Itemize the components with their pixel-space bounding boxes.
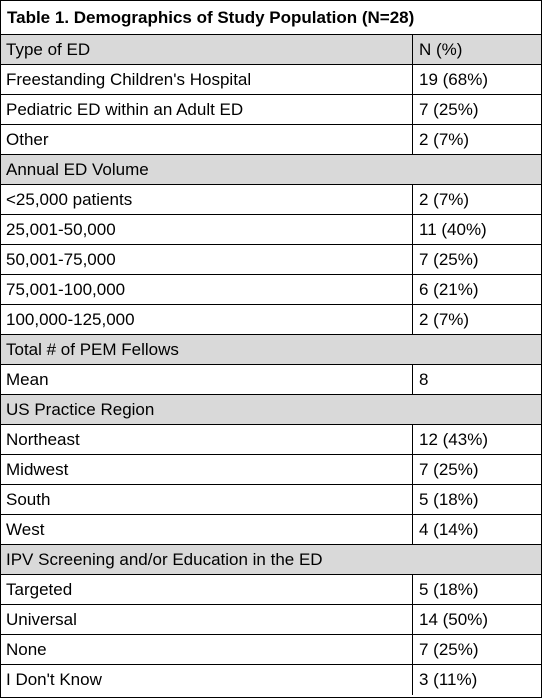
- data-row: Targeted 5 (18%): [1, 575, 541, 605]
- section-heading: Type of ED: [1, 35, 413, 64]
- row-value: 3 (11%): [419, 670, 478, 689]
- row-label: 50,001-75,000: [1, 245, 413, 274]
- empty-cell: [413, 545, 541, 574]
- row-label: Pediatric ED within an Adult ED: [1, 95, 413, 124]
- row-value: 7 (25%): [419, 640, 479, 659]
- row-value: 2 (7%): [419, 130, 470, 149]
- row-label: <25,000 patients: [1, 185, 413, 214]
- row-value: 19 (68%): [419, 70, 488, 89]
- empty-cell: [413, 155, 541, 184]
- row-value: 5 (18%): [419, 490, 479, 509]
- section-heading-row: Total # of PEM Fellows: [1, 335, 541, 365]
- table-body: Type of ED N (%) Freestanding Children's H…: [1, 35, 541, 695]
- row-value: 7 (25%): [419, 460, 479, 479]
- data-row: I Don't Know 3 (11%): [1, 665, 541, 695]
- section-heading: Total # of PEM Fellows: [6, 340, 179, 359]
- row-label: Universal: [1, 605, 413, 634]
- table-title: Table 1. Demographics of Study Populatio…: [1, 1, 541, 35]
- data-row: None 7 (25%): [1, 635, 541, 665]
- data-row: Freestanding Children's Hospital 19 (68%): [1, 65, 541, 95]
- data-row: Other 2 (7%): [1, 125, 541, 155]
- row-value: 7 (25%): [419, 250, 479, 269]
- column-heading: N (%): [419, 40, 463, 59]
- data-row: 75,001-100,000 6 (21%): [1, 275, 541, 305]
- section-heading: US Practice Region: [6, 400, 155, 419]
- section-heading-row: IPV Screening and/or Education in the ED: [1, 545, 541, 575]
- data-row: Pediatric ED within an Adult ED 7 (25%): [1, 95, 541, 125]
- data-row: <25,000 patients 2 (7%): [1, 185, 541, 215]
- data-row: 25,001-50,000 11 (40%): [1, 215, 541, 245]
- row-value: 7 (25%): [419, 100, 479, 119]
- row-label: Freestanding Children's Hospital: [1, 65, 413, 94]
- row-value: 14 (50%): [419, 610, 488, 629]
- data-row: 100,000-125,000 2 (7%): [1, 305, 541, 335]
- row-value: 2 (7%): [419, 310, 470, 329]
- row-label: None: [1, 635, 413, 664]
- section-heading-row: US Practice Region: [1, 395, 541, 425]
- row-value: 5 (18%): [419, 580, 479, 599]
- row-value: 11 (40%): [419, 220, 487, 239]
- data-row: Northeast 12 (43%): [1, 425, 541, 455]
- row-label: 25,001-50,000: [1, 215, 413, 244]
- empty-cell: [413, 395, 541, 424]
- section-heading: IPV Screening and/or Education in the ED: [6, 550, 323, 569]
- row-label: South: [1, 485, 413, 514]
- row-label: Northeast: [1, 425, 413, 454]
- row-label: Targeted: [1, 575, 413, 604]
- row-label: Other: [1, 125, 413, 154]
- section-heading: Annual ED Volume: [6, 160, 149, 179]
- data-row: West 4 (14%): [1, 515, 541, 545]
- data-row: Universal 14 (50%): [1, 605, 541, 635]
- data-row: Midwest 7 (25%): [1, 455, 541, 485]
- row-label: I Don't Know: [1, 665, 413, 695]
- section-heading-row: Type of ED N (%): [1, 35, 541, 65]
- data-row: 50,001-75,000 7 (25%): [1, 245, 541, 275]
- row-label: 75,001-100,000: [1, 275, 413, 304]
- row-label: West: [1, 515, 413, 544]
- row-value: 2 (7%): [419, 190, 470, 209]
- row-value: 4 (14%): [419, 520, 479, 539]
- empty-cell: [413, 335, 541, 364]
- row-value: 8: [419, 370, 429, 389]
- row-value: 6 (21%): [419, 280, 479, 299]
- row-value: 12 (43%): [419, 430, 488, 449]
- section-heading-row: Annual ED Volume: [1, 155, 541, 185]
- data-row: Mean 8: [1, 365, 541, 395]
- row-label: Mean: [1, 365, 413, 394]
- row-label: 100,000-125,000: [1, 305, 413, 334]
- data-row: South 5 (18%): [1, 485, 541, 515]
- row-label: Midwest: [1, 455, 413, 484]
